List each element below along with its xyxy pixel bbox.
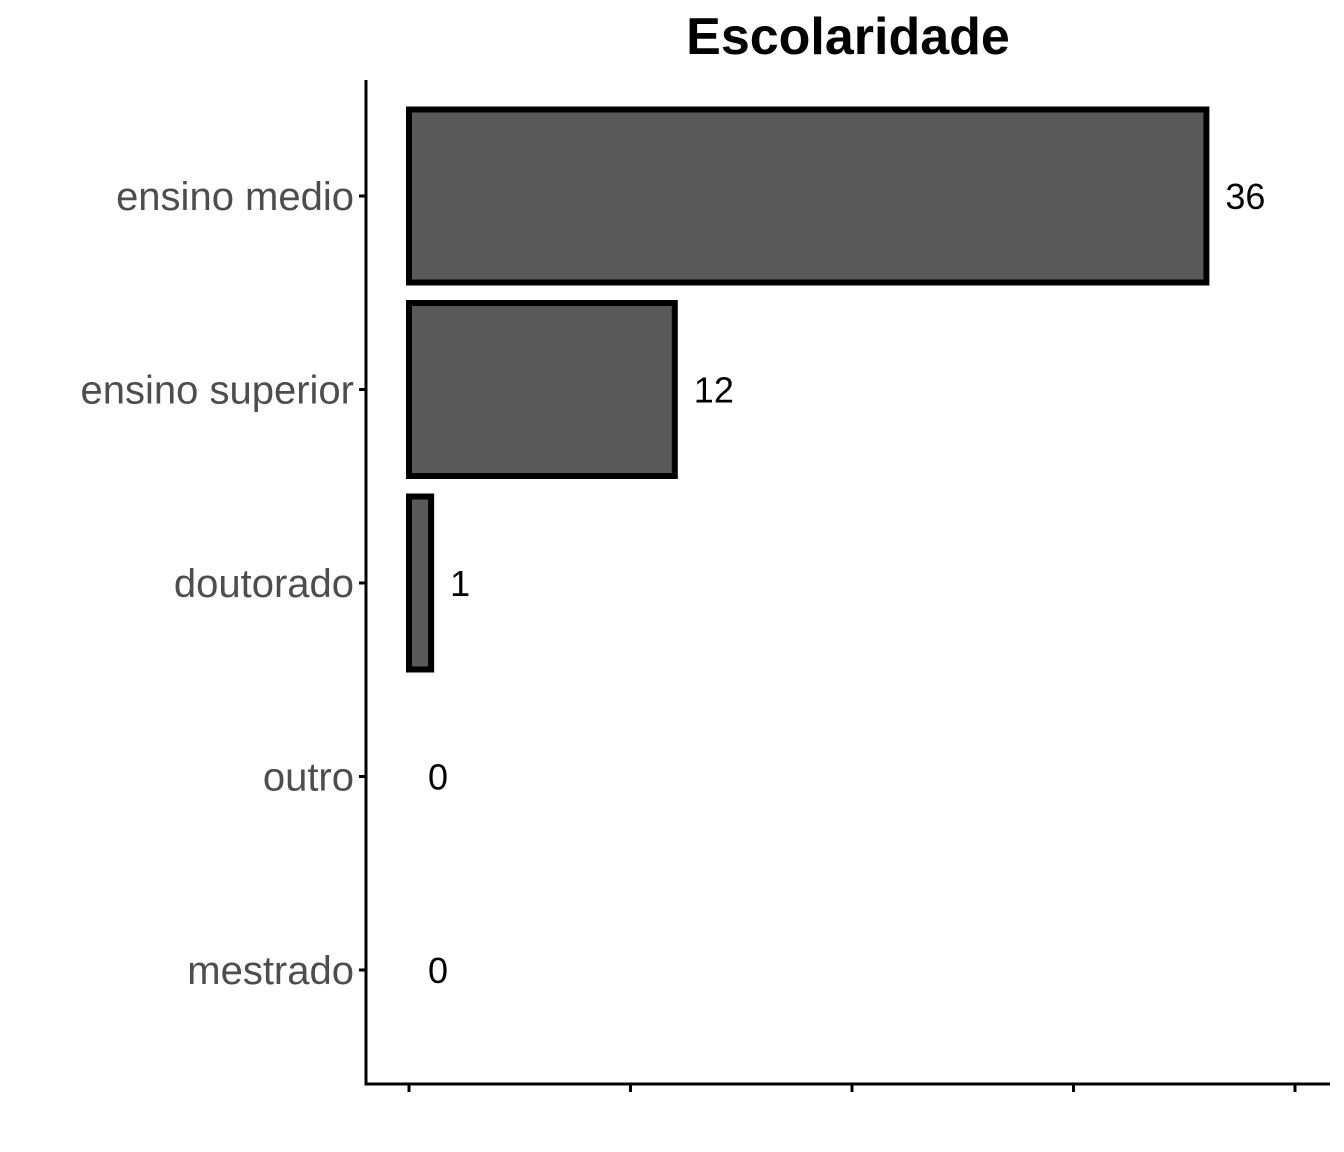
category-label-ensino-superior: ensino superior xyxy=(81,369,355,413)
category-label-doutorado: doutorado xyxy=(174,562,354,606)
value-label-ensino-superior: 12 xyxy=(694,370,734,411)
chart-title: Escolaridade xyxy=(686,8,1010,66)
value-label-mestrado: 0 xyxy=(428,950,448,991)
labels-group: ensino medio 36 ensino superior 12 doutorado… xyxy=(81,175,1266,993)
ticks-group xyxy=(359,194,1297,1092)
value-label-doutorado: 1 xyxy=(450,563,470,604)
bar-ensino-superior xyxy=(406,300,678,479)
value-label-outro: 0 xyxy=(428,757,448,798)
value-label-ensino-medio: 36 xyxy=(1225,176,1265,217)
bar-ensino-medio xyxy=(406,106,1210,286)
bars-group xyxy=(406,106,1210,673)
category-label-ensino-medio: ensino medio xyxy=(116,175,354,219)
category-label-mestrado: mestrado xyxy=(187,949,354,993)
bar-doutorado xyxy=(406,493,435,673)
category-label-outro: outro xyxy=(263,756,354,800)
